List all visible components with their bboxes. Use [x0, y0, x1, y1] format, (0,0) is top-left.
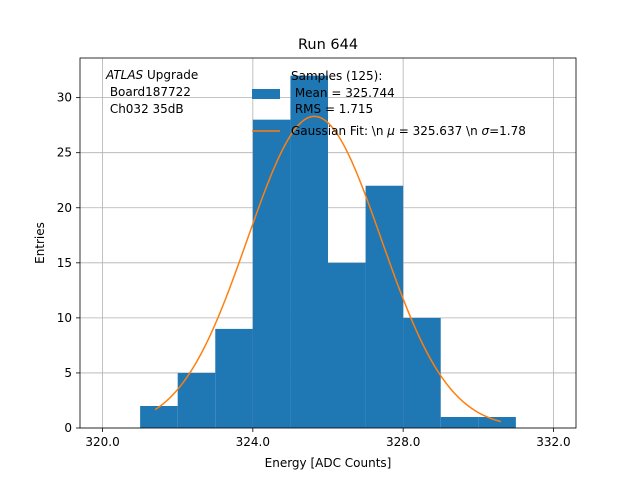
y-axis-label: Entries: [33, 222, 47, 264]
y-tick-label-0: 0: [64, 421, 72, 435]
legend-samples-swatch: [252, 89, 280, 99]
atlas-label: ATLAS Upgrade: [105, 68, 198, 82]
board-label: Board187722: [106, 85, 191, 99]
atlas-upgrade-text: Upgrade: [143, 68, 198, 82]
legend-fit-label: Gaussian Fit: \n μ = 325.637 \n σ=1.78: [291, 124, 526, 138]
y-tick-label-1: 5: [64, 366, 72, 380]
histogram-bar-9: [478, 416, 516, 428]
gaussian-fit-curve: [154, 115, 502, 423]
x-axis-label: Energy [ADC Counts]: [265, 456, 392, 470]
y-tick-label-6: 30: [57, 91, 72, 105]
y-tick-label-4: 20: [57, 201, 72, 215]
x-tick-label-1: 324.0: [236, 435, 270, 449]
x-tick-label-0: 320.0: [85, 435, 119, 449]
channel-label: Ch032 35dB: [106, 102, 184, 116]
legend-samples-rms: RMS = 1.715: [291, 102, 373, 116]
histogram-bar-6: [365, 185, 404, 428]
y-tick-label-3: 15: [57, 256, 72, 270]
histogram-bar-0: [140, 405, 178, 428]
histogram-bar-3: [252, 119, 291, 429]
legend-samples-line1: Samples (125):: [291, 69, 382, 83]
legend-fit-part2: = 325.637 \n: [395, 124, 482, 138]
atlas-italic-text: ATLAS: [105, 68, 144, 82]
x-tick-label-2: 328.0: [386, 435, 420, 449]
histogram-bar-4: [290, 75, 328, 428]
plot-frame: [79, 57, 577, 429]
histogram-bar-2: [215, 328, 253, 428]
legend-fit-part1: Gaussian Fit: \n: [291, 124, 387, 138]
histogram-bar-5: [328, 262, 366, 428]
y-axis-ticks: 0 5 10 15 20 25 30: [57, 91, 80, 435]
histogram-bar-7: [403, 317, 441, 428]
legend-samples-mean: Mean = 325.744: [291, 86, 395, 100]
histogram-bar-8: [440, 416, 479, 428]
x-tick-label-3: 332.0: [536, 435, 570, 449]
histogram-bars: [140, 75, 516, 429]
legend-fit-part3: =1.78: [489, 124, 526, 138]
x-axis-ticks: 320.0 324.0 328.0 332.0: [85, 428, 571, 449]
legend-fit-mu: μ: [386, 124, 395, 138]
y-tick-label-2: 10: [57, 311, 72, 325]
y-tick-label-5: 25: [57, 146, 72, 160]
legend-fit-sigma: σ: [482, 124, 490, 138]
legend: Samples (125): Mean = 325.744 RMS = 1.71…: [252, 69, 526, 138]
chart-title: Run 644: [298, 37, 358, 53]
